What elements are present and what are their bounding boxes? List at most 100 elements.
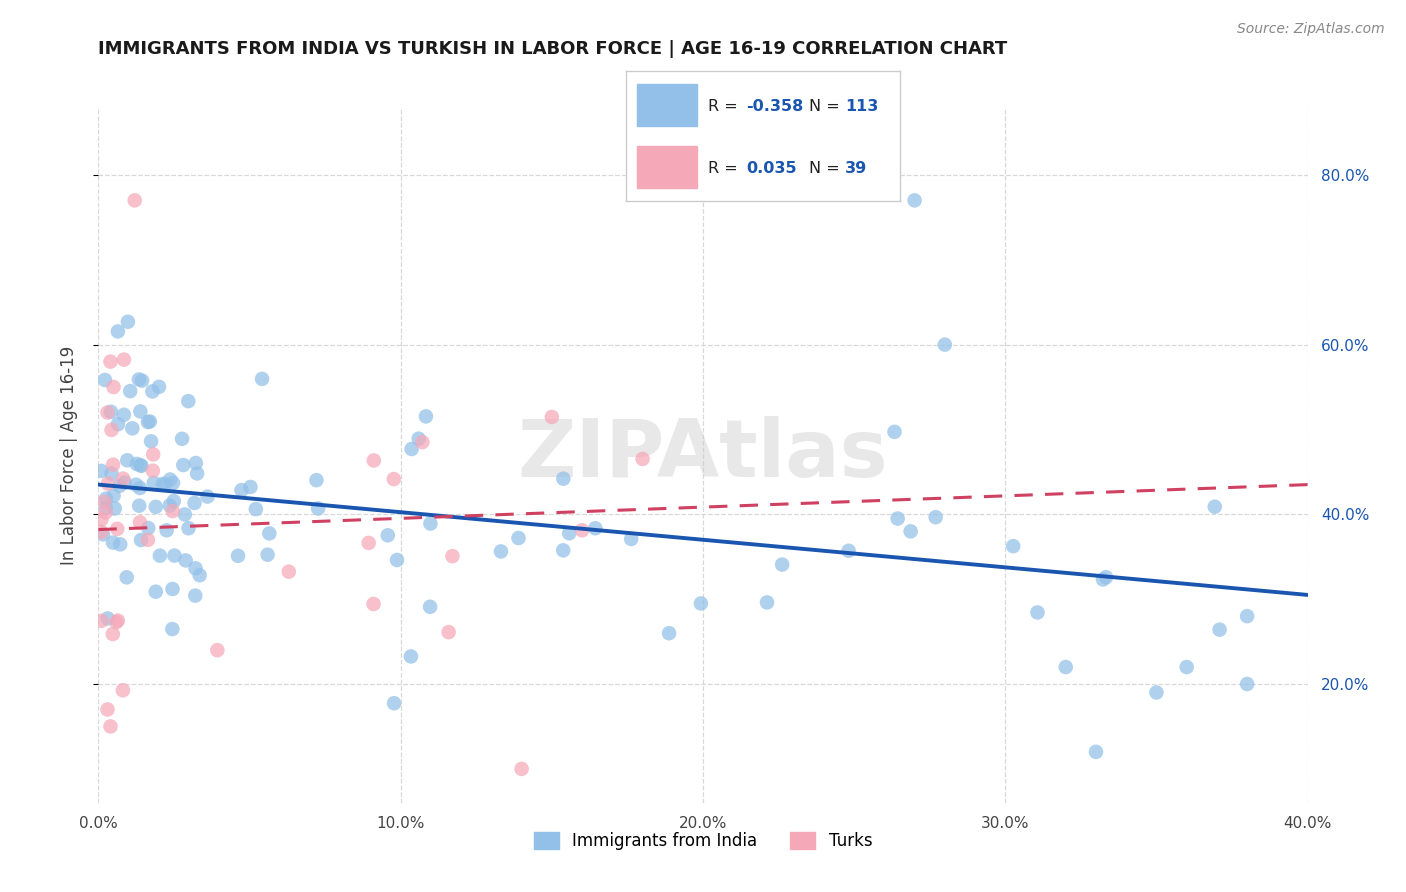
Point — [100, 405, 122, 419]
Text: 39: 39 — [845, 161, 868, 176]
Point — [136, 415, 159, 429]
Point — [558, 526, 581, 541]
Point — [1204, 500, 1226, 514]
Point — [100, 467, 122, 481]
Point — [441, 549, 464, 564]
Point — [159, 499, 181, 513]
Point — [105, 522, 128, 536]
Point — [129, 481, 152, 495]
Point — [256, 548, 278, 562]
Point — [583, 521, 606, 535]
Point — [363, 453, 385, 467]
Point — [207, 643, 229, 657]
Point — [100, 354, 122, 368]
Point — [183, 496, 205, 510]
Point — [177, 394, 200, 409]
Point — [131, 374, 153, 388]
Point — [94, 491, 117, 506]
Point — [145, 584, 167, 599]
Point — [770, 558, 793, 572]
Point — [571, 523, 593, 537]
Point — [1236, 609, 1258, 624]
Point — [100, 423, 122, 437]
Point — [129, 458, 152, 473]
Point — [184, 456, 207, 470]
Point — [173, 508, 195, 522]
Point — [245, 502, 267, 516]
Point — [97, 611, 120, 625]
Point — [152, 477, 174, 491]
Point — [1208, 623, 1230, 637]
Point — [91, 527, 114, 541]
FancyBboxPatch shape — [637, 85, 697, 126]
Point — [620, 532, 643, 546]
Point — [307, 501, 329, 516]
Point — [170, 432, 193, 446]
Point — [142, 475, 165, 490]
Point — [96, 702, 118, 716]
Point — [101, 535, 124, 549]
Point — [139, 415, 162, 429]
Point — [136, 521, 159, 535]
FancyBboxPatch shape — [637, 146, 697, 188]
Point — [231, 483, 253, 497]
Point — [125, 457, 148, 471]
Point — [226, 549, 249, 563]
Point — [1054, 660, 1077, 674]
Point — [162, 622, 184, 636]
Point — [112, 408, 135, 422]
Point — [540, 409, 562, 424]
Point — [114, 475, 136, 490]
Point — [1144, 685, 1167, 699]
Point — [553, 543, 575, 558]
Point — [401, 442, 423, 456]
Point — [163, 549, 186, 563]
Point — [93, 495, 115, 509]
Text: 113: 113 — [845, 99, 879, 114]
Point — [900, 524, 922, 539]
Point — [125, 477, 148, 491]
Text: IMMIGRANTS FROM INDIA VS TURKISH IN LABOR FORCE | AGE 16-19 CORRELATION CHART: IMMIGRANTS FROM INDIA VS TURKISH IN LABO… — [98, 40, 1008, 58]
Point — [382, 696, 405, 710]
Point — [363, 597, 385, 611]
Text: R =: R = — [707, 161, 742, 176]
Point — [277, 565, 299, 579]
Point — [357, 536, 380, 550]
Point — [934, 337, 956, 351]
Point — [1026, 606, 1049, 620]
Text: N =: N = — [810, 161, 845, 176]
Point — [1175, 660, 1198, 674]
Point — [631, 451, 654, 466]
Point — [100, 719, 122, 733]
Text: N =: N = — [810, 99, 845, 114]
Point — [129, 533, 152, 547]
Point — [108, 537, 131, 551]
Point — [756, 595, 779, 609]
Point — [153, 477, 176, 491]
Point — [904, 194, 927, 208]
Point — [415, 409, 437, 424]
Point — [111, 683, 134, 698]
Point — [690, 597, 713, 611]
Point — [658, 626, 681, 640]
Text: 0.035: 0.035 — [747, 161, 797, 176]
Point — [141, 384, 163, 399]
Point — [94, 505, 117, 519]
Legend: Immigrants from India, Turks: Immigrants from India, Turks — [527, 826, 879, 857]
Point — [886, 511, 908, 525]
Point — [259, 526, 281, 541]
Point — [108, 479, 131, 493]
Point — [128, 499, 150, 513]
Point — [1095, 570, 1118, 584]
Point — [128, 372, 150, 386]
Text: Source: ZipAtlas.com: Source: ZipAtlas.com — [1237, 22, 1385, 37]
Point — [94, 500, 117, 515]
Point — [419, 516, 441, 531]
Point — [129, 404, 152, 418]
Point — [162, 504, 184, 518]
Point — [90, 524, 112, 539]
Point — [437, 625, 460, 640]
Point — [553, 472, 575, 486]
Point — [90, 512, 112, 526]
Point — [117, 453, 139, 467]
